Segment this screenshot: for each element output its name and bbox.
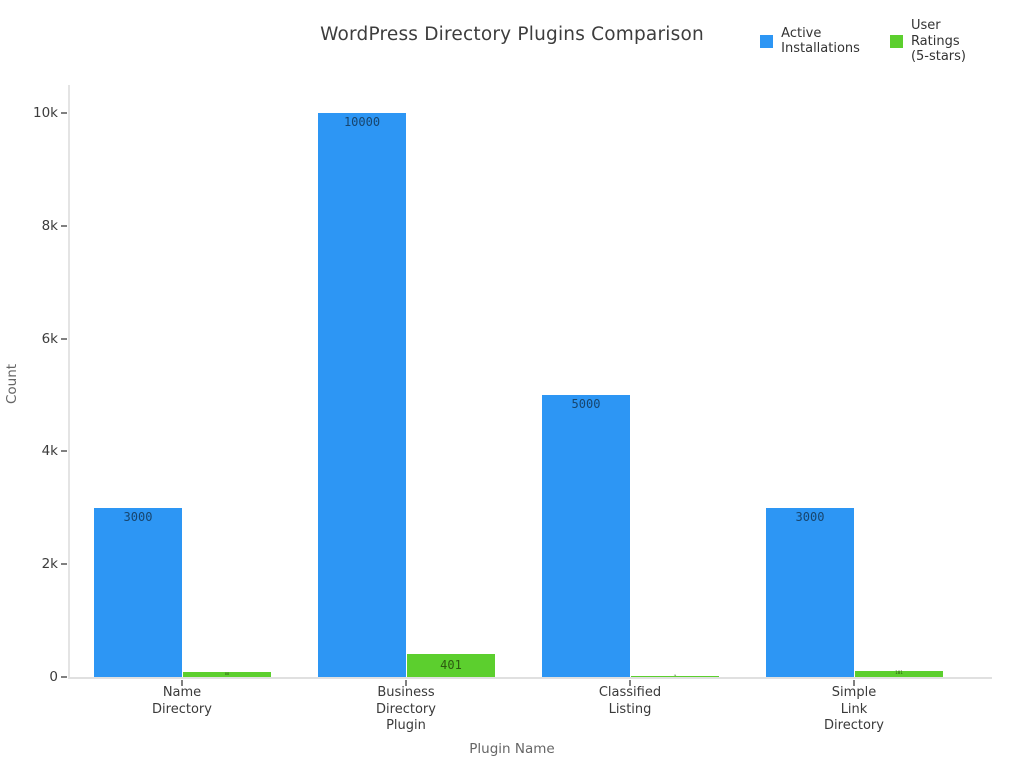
bar-value-label: 101 (895, 671, 903, 677)
y-tick-label: 6k (41, 330, 58, 347)
y-tick-label: 2k (41, 556, 58, 573)
bar-value-label: 10000 (343, 115, 381, 129)
y-tick-mark (61, 224, 67, 227)
legend-item-user-ratings[interactable]: User Ratings (5-stars) (889, 18, 966, 65)
legend-swatch-blue (760, 34, 774, 48)
bar-value-label: 401 (440, 658, 462, 673)
bar-user-ratings-2: 24 (631, 674, 719, 677)
bar-value-label: 3000 (123, 509, 153, 524)
bar-user-ratings-1: 401 (407, 654, 495, 677)
x-axis-title: Plugin Name (469, 741, 555, 757)
y-tick-label: 8k (41, 217, 58, 234)
y-axis-title: Count (4, 363, 20, 405)
x-tick-label: Classified Listing (598, 685, 662, 717)
legend-label: Active Installations (781, 25, 860, 57)
y-tick-label: 10k (33, 105, 58, 121)
bar-value-label: 5000 (571, 397, 601, 411)
bar-user-ratings-0: 88 (183, 672, 271, 677)
y-tick-label: 0 (49, 669, 58, 685)
bar-active-installations-0: 3000 (94, 507, 182, 677)
bar-value-label: 88 (224, 672, 230, 677)
y-tick-mark (61, 337, 67, 340)
y-tick-mark (61, 112, 67, 114)
x-tick-mark (853, 680, 855, 686)
x-tick-label: Name Directory (152, 685, 212, 717)
y-tick-label: 4k (41, 443, 58, 460)
plot-area: 0 2k 4k 6k 8k 10k 3000 10000 5000 3000 88 401 24 101 N… (33, 85, 992, 733)
x-tick-label: Simple Link Directory (824, 685, 884, 733)
bar-active-installations-2: 5000 (542, 395, 630, 677)
x-tick-mark (181, 680, 183, 686)
legend: Active Installations User Ratings (5-sta… (760, 18, 966, 65)
chart-title: WordPress Directory Plugins Comparison (320, 24, 704, 45)
y-tick-mark (61, 450, 67, 453)
y-tick-mark (61, 563, 67, 566)
bar-value-label: 3000 (795, 509, 825, 524)
x-tick-label: Business Directory Plugin (376, 685, 436, 733)
legend-swatch-green (889, 34, 903, 48)
x-tick-mark (629, 680, 631, 686)
bar-active-installations-3: 3000 (766, 507, 854, 677)
bar-value-label: 24 (673, 674, 677, 677)
y-tick-mark (61, 676, 67, 678)
bar-active-installations-1: 10000 (318, 113, 406, 677)
x-tick-mark (405, 680, 407, 686)
legend-label: User Ratings (5-stars) (910, 18, 966, 64)
legend-item-active-installations[interactable]: Active Installations (760, 26, 860, 57)
bar-user-ratings-3: 101 (855, 671, 943, 677)
